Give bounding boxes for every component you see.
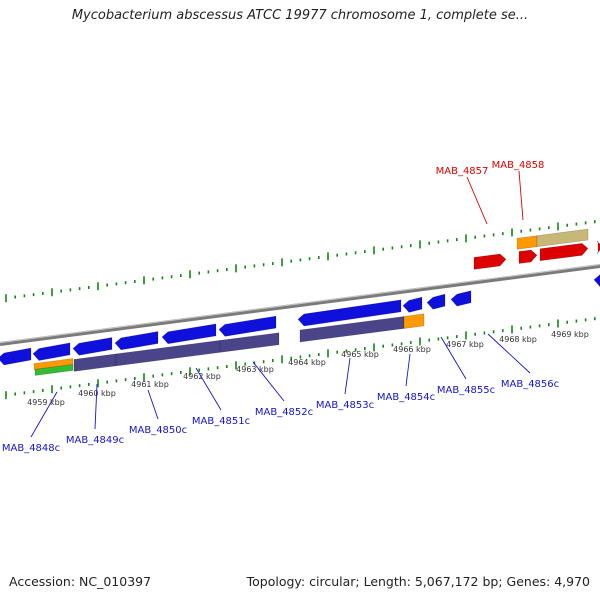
transcript-bar[interactable] <box>73 353 117 372</box>
cds-reverse[interactable] <box>402 296 423 313</box>
kbp-label: 4965 kbp <box>341 350 379 359</box>
label-leaders <box>30 170 531 438</box>
cds-reverse[interactable] <box>218 315 277 337</box>
lower-tick-track <box>5 317 596 400</box>
cds-forward[interactable] <box>539 243 589 262</box>
gene-label[interactable]: MAB_4851c <box>192 416 250 427</box>
label-leader <box>147 389 159 420</box>
kbp-label: 4963 kbp <box>236 365 274 374</box>
cds-reverse[interactable] <box>161 323 217 345</box>
gene-label[interactable]: MAB_4858 <box>492 160 545 171</box>
cds-reverse[interactable] <box>32 342 71 361</box>
kbp-label: 4967 kbp <box>446 340 484 349</box>
gene-features[interactable] <box>0 228 600 376</box>
genome-summary: Topology: circular; Length: 5,067,172 bp… <box>246 574 590 589</box>
cds-reverse[interactable] <box>297 299 402 327</box>
gene-label[interactable]: MAB_4856c <box>501 379 559 390</box>
gene-label[interactable]: MAB_4849c <box>66 435 124 446</box>
gene-label[interactable]: MAB_4854c <box>377 392 435 403</box>
cds-reverse[interactable] <box>593 273 600 287</box>
cds-forward[interactable] <box>518 249 538 264</box>
chromosome-axis-highlight <box>0 264 600 344</box>
cds-reverse[interactable] <box>450 290 472 307</box>
label-leader <box>195 367 222 411</box>
gene-label[interactable]: MAB_4853c <box>316 400 374 411</box>
kbp-label: 4966 kbp <box>393 345 431 354</box>
label-leader <box>405 353 411 387</box>
khaki-feature[interactable] <box>536 228 589 248</box>
gene-label[interactable]: MAB_4850c <box>129 425 187 436</box>
kbp-label: 4964 kbp <box>288 358 326 367</box>
gene-label[interactable]: MAB_4857 <box>436 166 489 177</box>
cds-forward[interactable] <box>473 253 507 270</box>
cds-reverse[interactable] <box>114 331 159 351</box>
kbp-label: 4962 kbp <box>183 372 221 381</box>
gene-label[interactable]: MAB_4852c <box>255 407 313 418</box>
kbp-label: 4969 kbp <box>551 330 589 339</box>
cds-forward[interactable] <box>596 240 600 254</box>
cds-reverse[interactable] <box>0 347 32 366</box>
cds-reverse[interactable] <box>72 337 113 356</box>
kbp-label: 4968 kbp <box>499 335 537 344</box>
label-leader <box>518 170 524 221</box>
label-leader <box>30 391 58 438</box>
kbp-label: 4959 kbp <box>27 398 65 407</box>
upper-tick-track <box>5 220 596 303</box>
gene-label[interactable]: MAB_4855c <box>437 385 495 396</box>
label-leader <box>344 357 351 395</box>
label-leader <box>440 336 467 380</box>
kbp-label: 4961 kbp <box>131 380 169 389</box>
accession-text: Accession: NC_010397 <box>9 574 152 589</box>
gene-label[interactable]: MAB_4848c <box>2 443 60 454</box>
chromosome-axis <box>0 264 600 346</box>
label-leader <box>466 176 488 225</box>
transcript-bar[interactable] <box>219 332 280 353</box>
map-title: Mycobacterium abscessus ATCC 19977 chrom… <box>71 8 529 23</box>
orange-feature[interactable] <box>403 313 425 329</box>
orange-feature[interactable] <box>516 235 538 250</box>
gene-labels[interactable]: MAB_4848c MAB_4849c MAB_4850c MAB_4851c MAB_… <box>2 160 559 454</box>
cds-reverse[interactable] <box>426 293 446 310</box>
label-leader <box>252 361 285 402</box>
label-leader <box>94 383 98 430</box>
label-leader <box>487 333 531 374</box>
green-feature[interactable] <box>34 364 74 376</box>
